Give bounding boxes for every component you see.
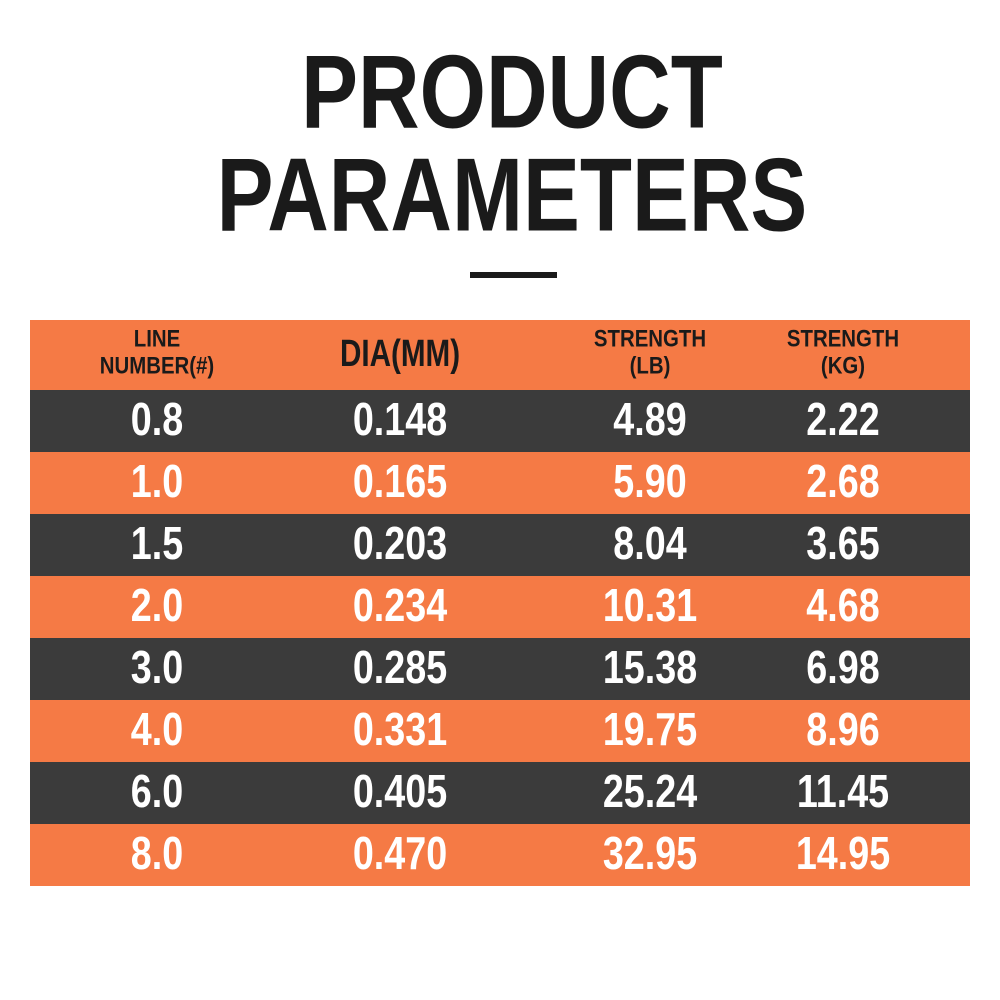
table-row <box>30 576 970 638</box>
table-cell: 1.5 <box>131 518 183 569</box>
title-underline <box>470 272 557 278</box>
table-cell: 6.0 <box>131 766 183 817</box>
table-cell: 4.0 <box>131 704 183 755</box>
header-cell: (KG) <box>821 352 865 379</box>
table-cell: 0.165 <box>353 456 447 507</box>
header-cell: (LB) <box>630 352 671 379</box>
table-cell: 3.0 <box>131 642 183 693</box>
header-row <box>30 320 970 390</box>
table-cell: 0.405 <box>353 766 447 817</box>
table-row <box>30 824 970 886</box>
table-row <box>30 638 970 700</box>
table-cell: 19.75 <box>603 704 697 755</box>
table-row <box>30 452 970 514</box>
table-cell: 0.203 <box>353 518 447 569</box>
table-row <box>30 762 970 824</box>
table-row <box>30 390 970 452</box>
table-cell: 2.68 <box>806 456 879 507</box>
table-cell: 4.89 <box>613 394 686 445</box>
table-cell: 6.98 <box>806 642 879 693</box>
table-cell: 8.04 <box>613 518 687 569</box>
table-cell: 15.38 <box>603 642 697 693</box>
table-cell: 0.331 <box>353 704 447 755</box>
table-cell: 0.285 <box>353 642 447 693</box>
header-cell: STRENGTH <box>594 325 706 352</box>
table-row <box>30 514 970 576</box>
table-cell: 3.65 <box>806 518 879 569</box>
table-cell: 2.22 <box>806 394 879 445</box>
header-cell: NUMBER(#) <box>100 352 214 379</box>
table-cell: 8.0 <box>131 828 183 879</box>
header-cell: LINE <box>134 325 180 352</box>
table-cell: 25.24 <box>603 766 698 817</box>
table-cell: 1.0 <box>131 456 183 507</box>
header-cell: DIA(MM) <box>340 333 460 375</box>
table-cell: 0.148 <box>353 394 447 445</box>
table-cell: 10.31 <box>603 580 697 631</box>
title-line: PRODUCT <box>301 35 723 151</box>
table-cell: 32.95 <box>603 828 697 879</box>
table-cell: 8.96 <box>806 704 879 755</box>
table-cell: 2.0 <box>131 580 183 631</box>
table-cell: 0.234 <box>353 580 448 631</box>
table-cell: 0.8 <box>131 394 183 445</box>
title-line: PARAMETERS <box>217 138 808 254</box>
table-cell: 0.470 <box>353 828 447 879</box>
table-cell: 11.45 <box>797 766 889 817</box>
table-cell: 5.90 <box>613 456 686 507</box>
header-cell: STRENGTH <box>787 325 899 352</box>
table-cell: 4.68 <box>806 580 879 631</box>
table-row <box>30 700 970 762</box>
table-cell: 14.95 <box>796 828 890 879</box>
